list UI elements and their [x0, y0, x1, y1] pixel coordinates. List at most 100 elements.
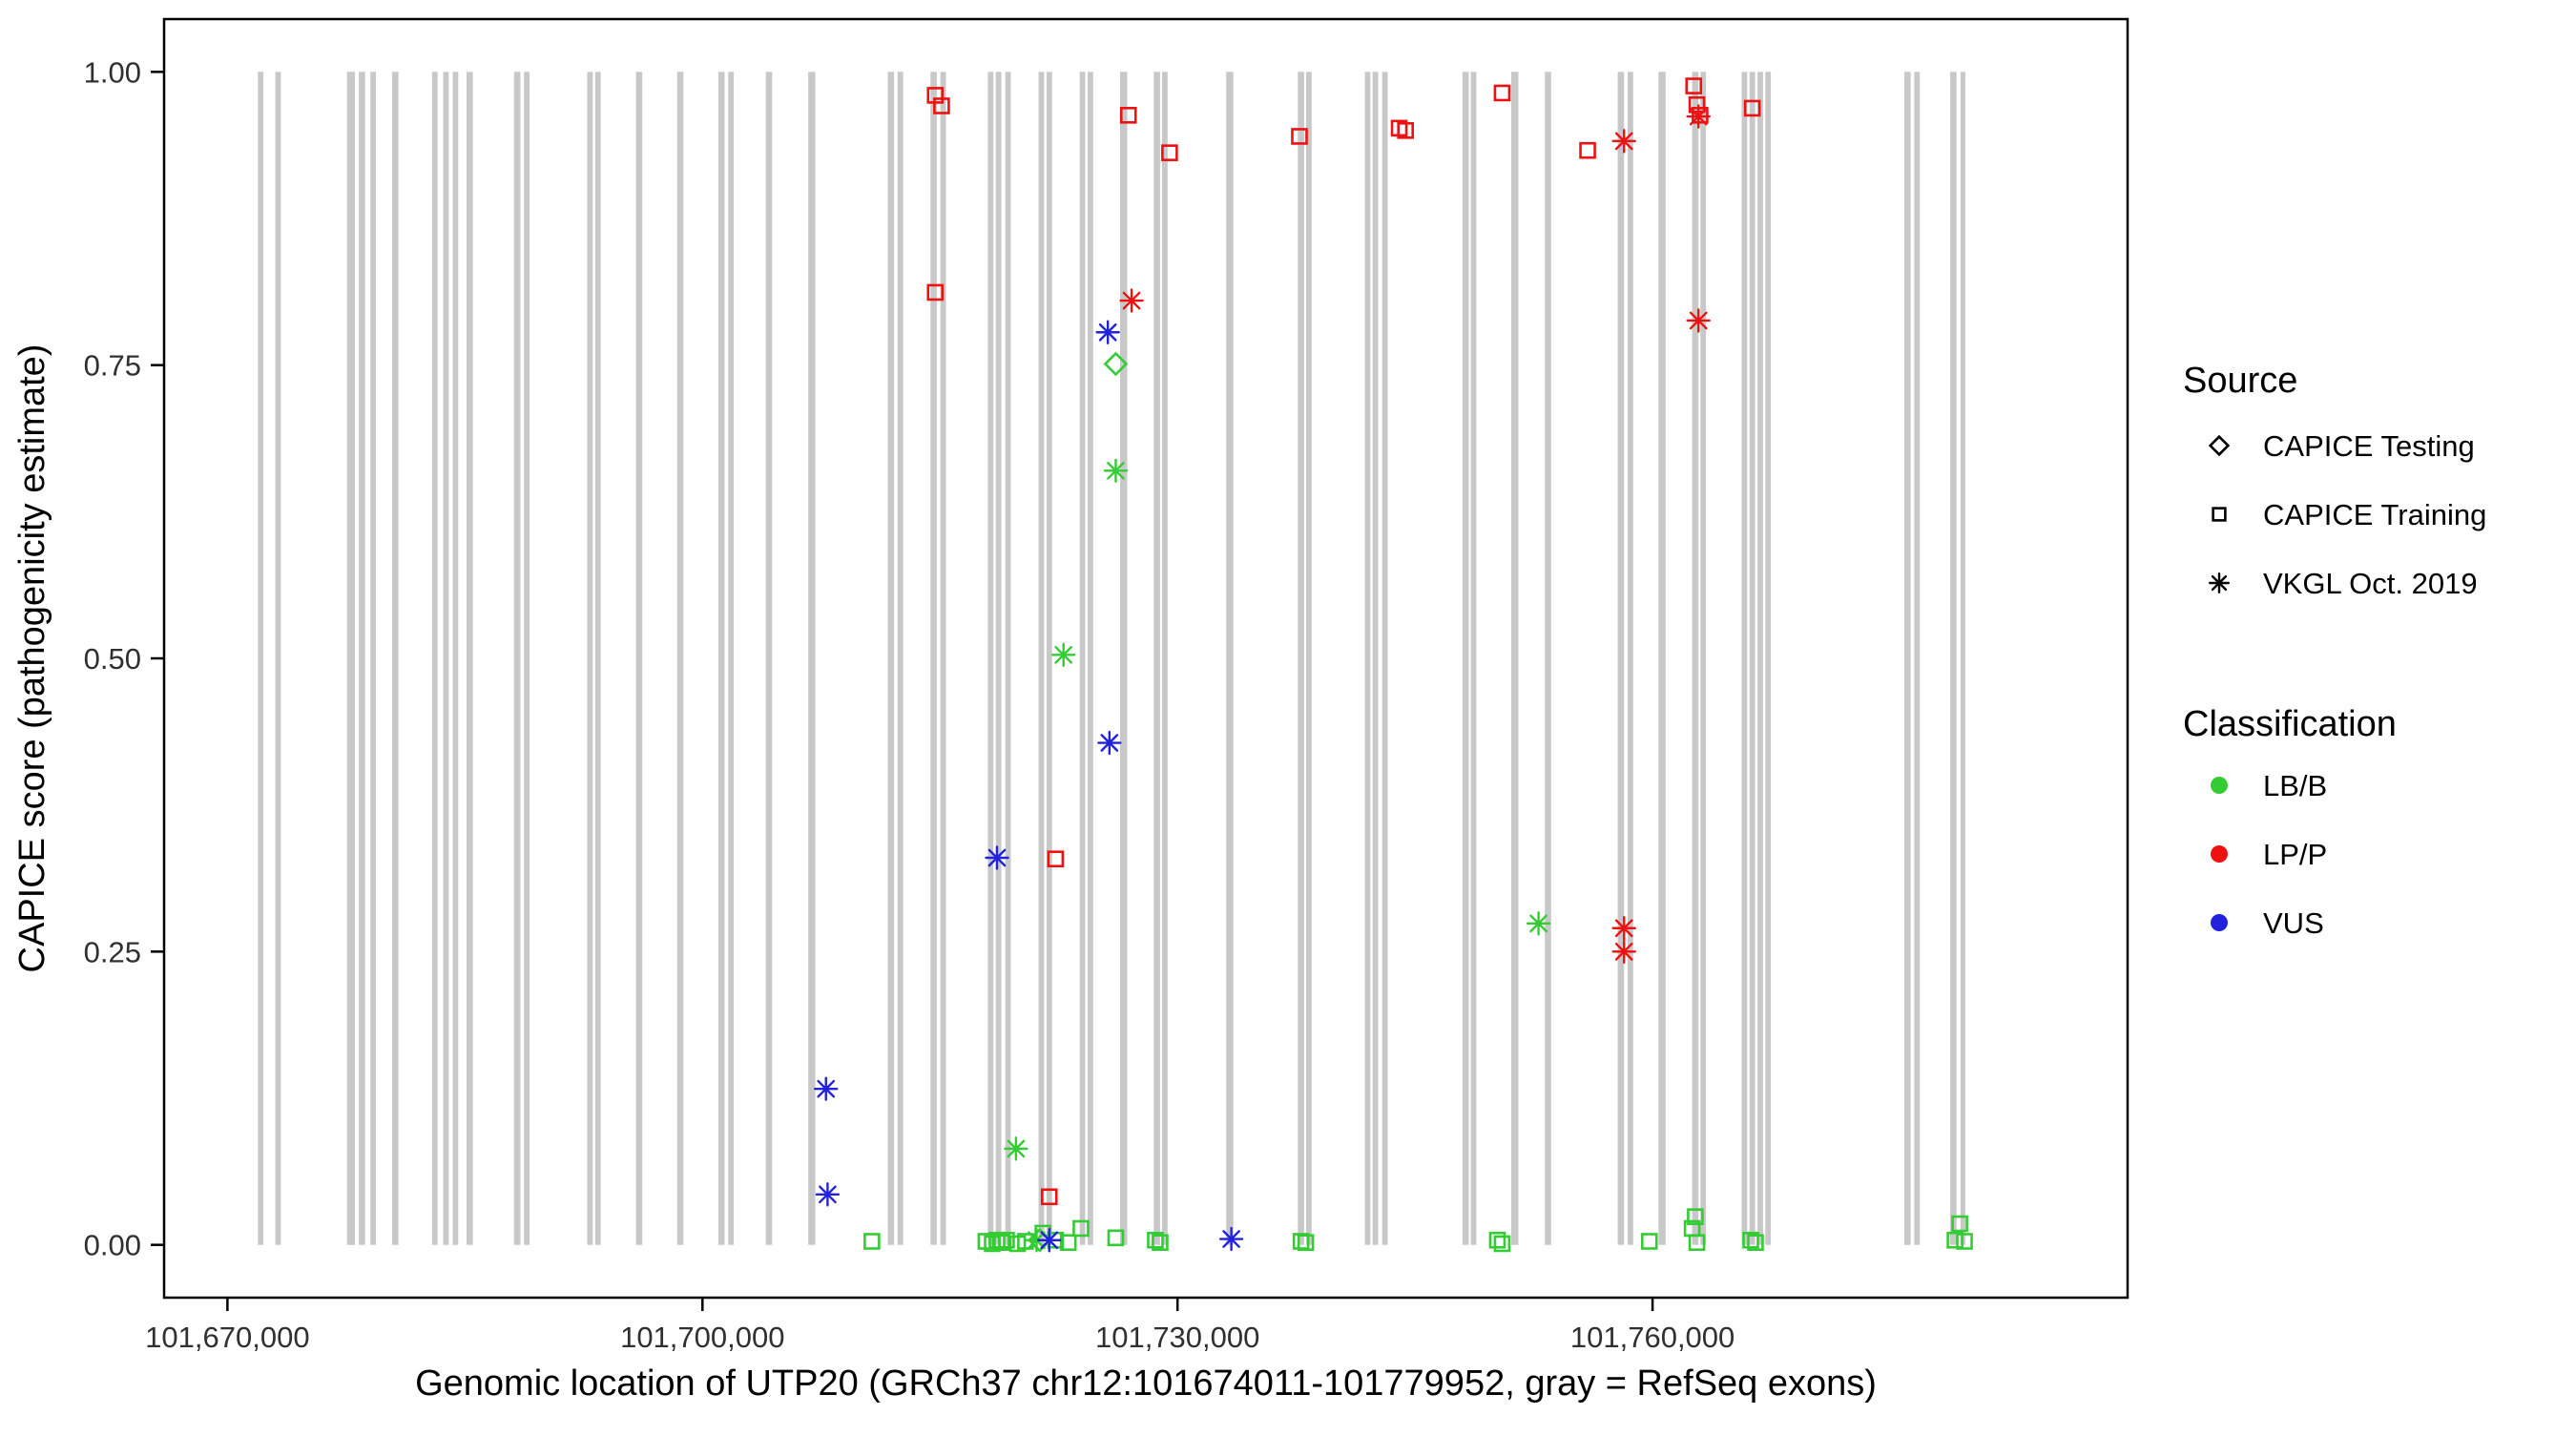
classification-color-dot: [2211, 777, 2228, 794]
x-axis-title: Genomic location of UTP20 (GRCh37 chr12:…: [415, 1363, 1877, 1404]
data-point-layer: [814, 77, 1973, 1253]
y-tick-label: 0.75: [84, 349, 141, 383]
data-point: [1097, 730, 1122, 756]
classification-color-dot: [2211, 845, 2228, 863]
refseq-exon-bar: [1046, 72, 1052, 1245]
data-point: [1611, 129, 1636, 154]
data-point: [926, 283, 945, 302]
y-axis-title: CAPICE score (pathogenicity estimate): [12, 344, 52, 973]
data-point: [1747, 1234, 1764, 1252]
classification-color-dot: [2211, 914, 2228, 931]
refseq-exon-bar: [995, 72, 1002, 1245]
data-point: [1526, 911, 1551, 936]
data-point: [1493, 1235, 1511, 1253]
refseq-exon-bar: [1088, 72, 1093, 1245]
data-point: [1951, 1215, 1968, 1233]
legend-source-title: Source: [2183, 361, 2297, 401]
data-point: [1037, 1228, 1062, 1253]
data-point: [1072, 1219, 1090, 1238]
refseq-exon-bar: [1950, 72, 1957, 1245]
refseq-exon-bar: [897, 72, 904, 1245]
legend-item-vus: VUS: [2263, 906, 2324, 940]
data-point: [863, 1233, 881, 1250]
refseq-exon-bar: [275, 72, 281, 1245]
data-point: [1687, 1208, 1704, 1225]
data-point: [1488, 1231, 1506, 1249]
refseq-exon-bar: [587, 72, 593, 1245]
data-point: [1688, 95, 1706, 114]
refseq-exon-bar: [808, 72, 816, 1245]
data-point: [985, 845, 1009, 870]
refseq-exon-bar: [1120, 72, 1128, 1245]
refseq-exon-bar: [392, 72, 399, 1245]
axis-layer: 101,670,000 101,700,000 101,730,000 101,760…: [84, 55, 1735, 1354]
legend-item-capice-training: CAPICE Training: [2263, 498, 2486, 531]
refseq-exon-bar: [431, 72, 438, 1245]
refseq-exon-bar: [1372, 72, 1379, 1245]
refseq-exon-bar: [452, 72, 459, 1245]
refseq-exon-bar: [346, 72, 355, 1245]
refseq-exon-bar: [1381, 72, 1388, 1245]
y-tick-label: 1.00: [84, 55, 141, 89]
refseq-exon-bar: [1364, 72, 1371, 1245]
data-point: [1579, 141, 1596, 159]
data-point: [1743, 99, 1761, 117]
refseq-exon-bar: [1749, 72, 1755, 1245]
refseq-exon-bar: [1511, 72, 1519, 1245]
refseq-exon-bar: [1298, 72, 1304, 1245]
data-point: [1397, 121, 1414, 139]
y-tick-label: 0.50: [84, 642, 141, 676]
data-point: [1095, 320, 1120, 344]
refseq-exon-bar: [1306, 72, 1312, 1245]
refseq-exon-bar: [1757, 72, 1763, 1245]
refseq-exon-bar: [1741, 72, 1748, 1245]
data-point: [1050, 642, 1076, 668]
refseq-exon-bar: [676, 72, 684, 1245]
refseq-exon-bar: [524, 72, 530, 1245]
asterisk-legend-symbol: [2209, 572, 2230, 593]
legend-source-symbols: [2208, 434, 2231, 593]
refseq-exon-bar: [1960, 72, 1965, 1245]
data-point: [1686, 104, 1711, 129]
x-tick-label: 101,700,000: [620, 1321, 784, 1354]
data-point: [1107, 1229, 1125, 1247]
diamond-legend-symbol: [2208, 434, 2231, 457]
square-legend-symbol: [2212, 507, 2227, 522]
data-point: [1103, 351, 1129, 377]
data-point: [1047, 850, 1065, 868]
data-point: [988, 1231, 1006, 1249]
refseq-exon-bar: [1904, 72, 1911, 1245]
refseq-exon-bar: [940, 72, 946, 1245]
data-point: [1004, 1136, 1028, 1161]
legend-item-lbb: LB/B: [2263, 769, 2327, 802]
refseq-exon-bar: [930, 72, 937, 1245]
refseq-exon-bar: [467, 72, 473, 1245]
legend-classification-title: Classification: [2183, 704, 2397, 744]
refseq-exon-bar: [1692, 72, 1699, 1245]
refseq-exon-bar: [1700, 72, 1707, 1245]
data-point: [1692, 107, 1709, 124]
refseq-exon-bar: [717, 72, 725, 1245]
data-point: [814, 1076, 839, 1101]
refseq-exon-bar: [1226, 72, 1234, 1245]
data-point: [1611, 939, 1636, 965]
refseq-exon-bar: [1470, 72, 1477, 1245]
legend-item-lpp: LP/P: [2263, 838, 2327, 871]
data-point: [1119, 107, 1137, 124]
x-tick-label: 101,670,000: [145, 1321, 309, 1354]
data-point: [1291, 128, 1308, 145]
refseq-exon-bar: [1914, 72, 1921, 1245]
data-point: [1611, 916, 1636, 941]
data-point: [1956, 1233, 1973, 1250]
refseq-exon-bar: [1162, 72, 1168, 1245]
data-point: [1493, 84, 1511, 102]
refseq-exon-bar: [987, 72, 994, 1245]
refseq-exon-bar: [1545, 72, 1551, 1245]
refseq-exon-bar: [765, 72, 773, 1245]
refseq-exon-bar: [1765, 72, 1772, 1245]
refseq-exon-bar: [635, 72, 643, 1245]
refseq-exon-bar: [1617, 72, 1625, 1245]
data-point: [1103, 458, 1129, 484]
